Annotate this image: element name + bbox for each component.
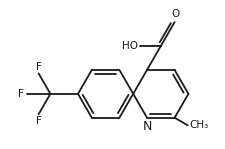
Text: F: F xyxy=(36,62,42,72)
Text: O: O xyxy=(172,9,180,19)
Text: N: N xyxy=(142,120,152,133)
Text: CH₃: CH₃ xyxy=(189,120,208,130)
Text: HO: HO xyxy=(122,41,138,51)
Text: F: F xyxy=(36,116,42,126)
Text: F: F xyxy=(18,89,24,99)
